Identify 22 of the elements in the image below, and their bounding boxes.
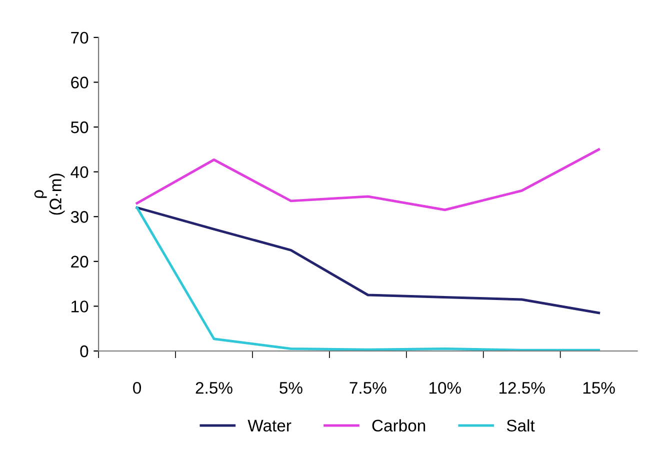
y-axis-title: ρ (Ω·m) bbox=[34, 174, 65, 215]
x-tick-label: 12.5% bbox=[499, 382, 545, 394]
y-tick-label: 70 bbox=[71, 32, 88, 44]
y-tick-label: 0 bbox=[80, 345, 88, 358]
x-tick-label: 7.5% bbox=[350, 382, 386, 394]
line-series bbox=[136, 206, 600, 351]
legend-label: Salt bbox=[506, 419, 535, 432]
y-tick-label: 50 bbox=[70, 121, 88, 134]
line-series bbox=[136, 206, 600, 314]
x-tick-label: 5% bbox=[280, 382, 302, 394]
x-tick-label: 0 bbox=[133, 382, 142, 394]
x-tick-label: 10% bbox=[429, 382, 461, 394]
y-tick-label: 60 bbox=[71, 76, 88, 88]
x-tick-label: 2.5% bbox=[196, 382, 232, 394]
line-series bbox=[136, 148, 600, 212]
y-tick-label: 10 bbox=[72, 300, 88, 312]
legend-label: Water bbox=[248, 420, 292, 432]
y-tick-label: 40 bbox=[70, 166, 88, 178]
legend-label: Carbon bbox=[372, 419, 426, 432]
x-tick-label: 15% bbox=[583, 382, 615, 394]
y-tick-label: 30 bbox=[70, 211, 88, 223]
y-tick-label: 20 bbox=[71, 256, 88, 268]
